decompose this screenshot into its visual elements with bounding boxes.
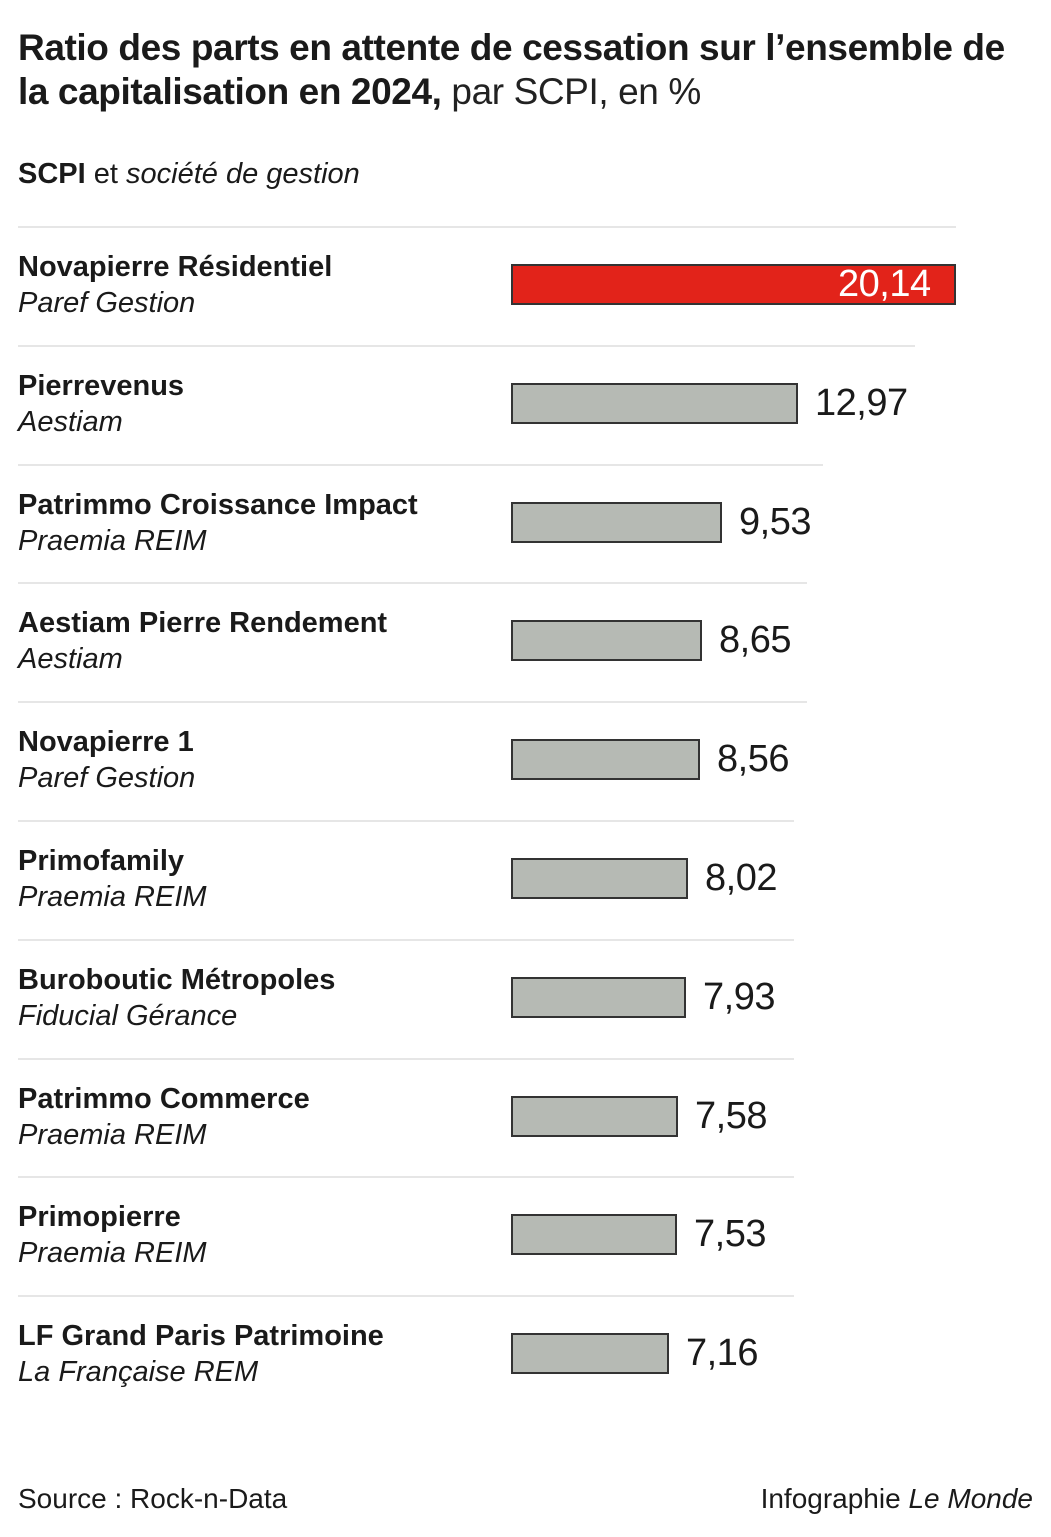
scpi-name: Novapierre 1: [18, 726, 194, 759]
row-separator: [18, 582, 807, 585]
bar: [511, 739, 700, 781]
scpi-name: Pierrevenus: [18, 369, 185, 402]
chart-title: Ratio des parts en attente de cessation …: [18, 26, 1038, 114]
management-company: Praemia REIM: [18, 1237, 207, 1270]
bar: [511, 858, 688, 899]
title-subtitle: par SCPI, en %: [441, 71, 701, 112]
chart-row: Pierrevenus Aestiam 12,97: [0, 344, 1051, 464]
bar-value-label: 8,02: [705, 857, 777, 899]
scpi-name: Buroboutic Métropoles: [18, 963, 336, 996]
chart-row: Buroboutic Métropoles Fiducial Gérance 7,9…: [0, 938, 1051, 1058]
management-company: Praemia REIM: [18, 524, 207, 557]
credit-publication: Le Monde: [908, 1483, 1033, 1514]
bar-value-label: 8,56: [717, 738, 789, 781]
credit-label: Infographie: [760, 1483, 909, 1514]
management-company: Aestiam: [18, 405, 123, 438]
row-separator: [18, 344, 915, 347]
scpi-name: Patrimmo Commerce: [18, 1082, 310, 1115]
bar: [511, 1333, 669, 1375]
bar: [511, 1095, 678, 1137]
bar: [511, 501, 722, 543]
bar-value-label: 12,97: [815, 381, 908, 424]
bar-value-label: 20,14: [838, 263, 931, 305]
bar: [511, 1214, 677, 1256]
column-header-scpi: SCPI: [18, 158, 86, 190]
column-header-company: société de gestion: [126, 158, 360, 190]
chart-row: Primofamily Praemia REIM 8,02: [0, 820, 1051, 939]
management-company: Fiducial Gérance: [18, 999, 238, 1032]
credit-note: Infographie Le Monde: [761, 1482, 1033, 1516]
bar-value-label: 8,65: [719, 619, 791, 662]
column-header-connector: et: [85, 158, 126, 190]
row-separator: [18, 1057, 794, 1060]
row-separator: [18, 226, 956, 228]
row-separator: [18, 938, 794, 941]
management-company: Praemia REIM: [18, 1118, 207, 1151]
bar: [511, 976, 686, 1018]
chart-row: Primopierre Praemia REIM 7,53: [0, 1176, 1051, 1295]
bar-value-label: 7,93: [703, 975, 775, 1018]
chart-row: Novapierre 1 Paref Gestion 8,56: [0, 701, 1051, 820]
management-company: Paref Gestion: [18, 762, 196, 795]
scpi-name: Novapierre Résidentiel: [18, 251, 333, 283]
management-company: Praemia REIM: [18, 881, 207, 913]
bar-value-label: 7,53: [694, 1213, 766, 1256]
row-separator: [18, 820, 794, 822]
row-separator: [18, 463, 823, 466]
source-note: Source : Rock-n-Data: [18, 1483, 288, 1514]
chart-row: Aestiam Pierre Rendement Aestiam 8,65: [0, 582, 1051, 701]
chart-row: Patrimmo Croissance Impact Praemia REIM 9,…: [0, 463, 1051, 583]
scpi-name: LF Grand Paris Patrimoine: [18, 1320, 384, 1353]
scpi-name: Aestiam Pierre Rendement: [18, 607, 388, 640]
chart-row: Patrimmo Commerce Praemia REIM 7,58: [0, 1057, 1051, 1177]
bar-value-label: 7,16: [686, 1332, 758, 1375]
bar-value-label: 7,58: [695, 1094, 767, 1137]
scpi-name: Primopierre: [18, 1201, 181, 1234]
row-separator: [18, 701, 807, 704]
row-separator: [18, 1295, 794, 1298]
chart-row: Novapierre Résidentiel Paref Gestion 20,14: [0, 226, 1051, 345]
management-company: Aestiam: [18, 643, 123, 676]
title-bold: Ratio des parts en attente de cessation …: [18, 27, 1005, 112]
bar: [511, 264, 956, 305]
bar-value-label: 9,53: [739, 500, 811, 543]
chart-row: LF Grand Paris Patrimoine La Française RE…: [0, 1295, 1051, 1414]
management-company: Paref Gestion: [18, 287, 196, 319]
column-header: SCPI et société de gestion: [18, 157, 360, 191]
row-separator: [18, 1176, 794, 1179]
management-company: La Française REM: [18, 1356, 259, 1389]
bar: [511, 620, 702, 662]
scpi-name: Patrimmo Croissance Impact: [18, 488, 418, 521]
scpi-name: Primofamily: [18, 845, 184, 877]
bar: [511, 382, 798, 424]
